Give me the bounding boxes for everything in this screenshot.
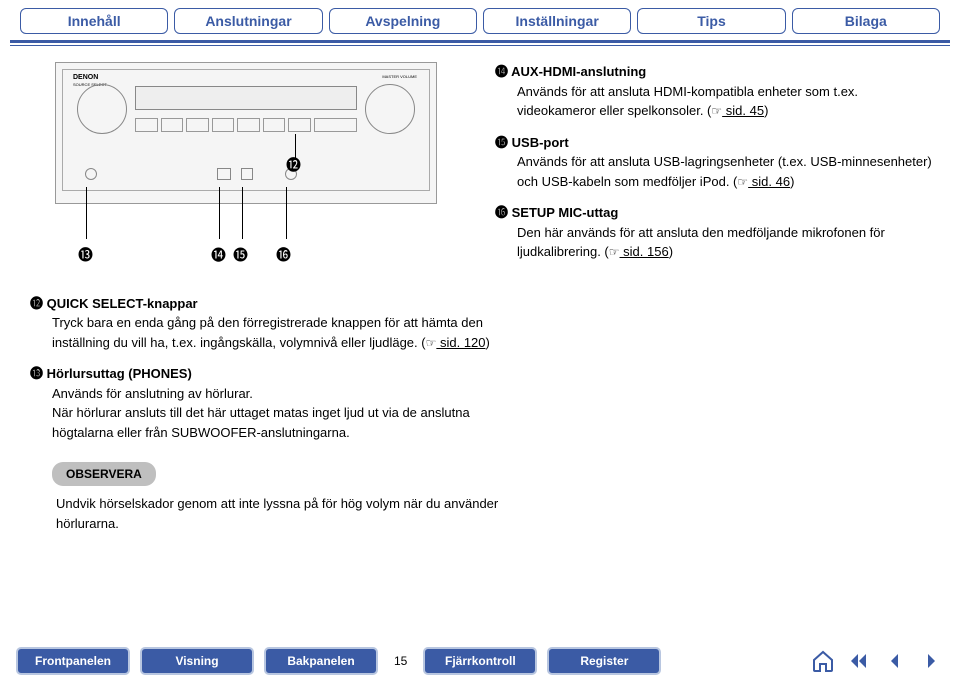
- device-diagram-column: DENON MASTER VOLUME SOURCE SELECT: [20, 62, 475, 274]
- num-16: ⓰: [495, 205, 508, 220]
- callout-15: ⓯: [233, 244, 248, 265]
- source-knob: [77, 84, 127, 134]
- body-13a: Används för anslutning av hörlurar.: [52, 384, 500, 404]
- btn-1: [135, 118, 158, 132]
- hand-icon: ☞: [609, 245, 620, 259]
- num-13: ⓭: [30, 366, 43, 381]
- btn-4: [212, 118, 235, 132]
- page-number: 15: [388, 654, 413, 668]
- divider-thick: [10, 40, 950, 43]
- btn-6: [263, 118, 286, 132]
- quick-select-panel: [314, 118, 357, 132]
- title-16: SETUP MIC-uttag: [512, 205, 619, 220]
- item-15: ⓯ USB-port Används för att ansluta USB-l…: [495, 133, 940, 192]
- top-tabs: Innehåll Anslutningar Avspelning Inställ…: [0, 0, 960, 34]
- hand-icon: ☞: [426, 336, 437, 350]
- link-p156[interactable]: sid. 156: [620, 244, 669, 259]
- body-16b: ): [669, 244, 673, 259]
- title-12: QUICK SELECT-knappar: [47, 296, 198, 311]
- body-14a: Används för att ansluta HDMI-kompatibla …: [517, 84, 858, 119]
- bottom-nav: Frontpanelen Visning Bakpanelen 15 Fjärr…: [0, 647, 960, 675]
- observera-text: Undvik hörselskador genom att inte lyssn…: [56, 494, 500, 533]
- item-14: ⓮ AUX-HDMI-anslutning Används för att an…: [495, 62, 940, 121]
- link-p120[interactable]: sid. 120: [436, 335, 485, 350]
- divider-thin: [10, 45, 950, 46]
- num-12: ⓬: [30, 296, 43, 311]
- item-16: ⓰ SETUP MIC-uttag Den här används för at…: [495, 203, 940, 262]
- btn-frontpanelen[interactable]: Frontpanelen: [16, 647, 130, 675]
- item-13: ⓭ Hörlursuttag (PHONES) Används för ansl…: [30, 364, 500, 442]
- lower-descriptions: ⓬ QUICK SELECT-knappar Tryck bara en end…: [0, 274, 530, 534]
- hand-icon: ☞: [711, 104, 722, 118]
- callout-14: ⓮: [211, 244, 226, 265]
- btn-register[interactable]: Register: [547, 647, 661, 675]
- volume-knob: [365, 84, 415, 134]
- volume-label: MASTER VOLUME: [382, 74, 417, 79]
- btn-2: [161, 118, 184, 132]
- tab-tips[interactable]: Tips: [637, 8, 785, 34]
- next-icon[interactable]: [918, 648, 944, 674]
- callout-16: ⓰: [276, 244, 291, 265]
- item-12: ⓬ QUICK SELECT-knappar Tryck bara en end…: [30, 294, 500, 353]
- tab-innehall[interactable]: Innehåll: [20, 8, 168, 34]
- link-p46[interactable]: sid. 46: [748, 174, 790, 189]
- body-15b: ): [790, 174, 794, 189]
- leader-16: [286, 187, 287, 239]
- num-14: ⓮: [495, 64, 508, 79]
- btn-5: [237, 118, 260, 132]
- brand-label: DENON: [73, 74, 98, 81]
- tab-bilaga[interactable]: Bilaga: [792, 8, 940, 34]
- home-icon[interactable]: [810, 648, 836, 674]
- title-15: USB-port: [512, 135, 569, 150]
- title-14: AUX-HDMI-anslutning: [511, 64, 646, 79]
- button-row: [135, 118, 357, 132]
- description-column: ⓮ AUX-HDMI-anslutning Används för att an…: [495, 62, 940, 274]
- phones-jack: [85, 168, 97, 180]
- btn-visning[interactable]: Visning: [140, 647, 254, 675]
- link-p45[interactable]: sid. 45: [722, 103, 764, 118]
- body-13b: När hörlurar ansluts till det här uttage…: [52, 403, 500, 442]
- tab-anslutningar[interactable]: Anslutningar: [174, 8, 322, 34]
- body-16a: Den här används för att ansluta den medf…: [517, 225, 885, 260]
- device-front-panel: DENON MASTER VOLUME SOURCE SELECT: [55, 62, 437, 204]
- prev-double-icon[interactable]: [846, 648, 872, 674]
- leader-13: [86, 187, 87, 239]
- num-15: ⓯: [495, 135, 508, 150]
- btn-7: [288, 118, 311, 132]
- usb-port: [241, 168, 253, 180]
- callout-13: ⓭: [78, 244, 93, 265]
- leader-15: [242, 187, 243, 239]
- leader-14: [219, 187, 220, 239]
- observera-badge: OBSERVERA: [52, 462, 156, 486]
- prev-icon[interactable]: [882, 648, 908, 674]
- btn-fjarrkontroll[interactable]: Fjärrkontroll: [423, 647, 537, 675]
- title-13: Hörlursuttag (PHONES): [47, 366, 192, 381]
- body-12a: Tryck bara en enda gång på den förregist…: [52, 315, 483, 350]
- callout-12: ⓬: [286, 154, 301, 175]
- tab-avspelning[interactable]: Avspelning: [329, 8, 477, 34]
- body-12b: ): [486, 335, 490, 350]
- btn-bakpanelen[interactable]: Bakpanelen: [264, 647, 378, 675]
- body-15a: Används för att ansluta USB-lagringsenhe…: [517, 154, 932, 189]
- aux-hdmi-port: [217, 168, 231, 180]
- hand-icon: ☞: [737, 175, 748, 189]
- body-14b: ): [764, 103, 768, 118]
- lcd-display: [135, 86, 357, 110]
- tab-installningar[interactable]: Inställningar: [483, 8, 631, 34]
- btn-3: [186, 118, 209, 132]
